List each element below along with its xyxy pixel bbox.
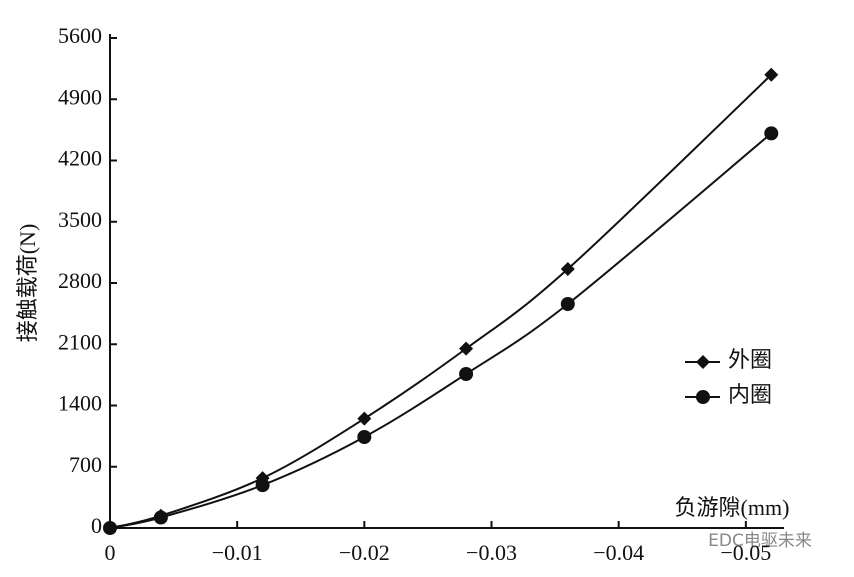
y-tick-label: 4900 (58, 84, 102, 109)
y-tick-label: 5600 (58, 23, 102, 48)
x-tick-label: −0.02 (339, 540, 390, 565)
y-tick-label: 2800 (58, 268, 102, 293)
x-tick-label: −0.05 (720, 540, 771, 565)
legend-label: 内圈 (728, 382, 772, 407)
y-tick-label: 1400 (58, 391, 102, 416)
x-axis-label: 负游隙(mm) (675, 495, 790, 520)
x-tick-label: 0 (105, 540, 116, 565)
data-point (560, 297, 575, 311)
data-point (357, 430, 372, 444)
data-point (459, 341, 474, 356)
legend-marker (696, 390, 710, 404)
y-tick-label: 2100 (58, 329, 102, 354)
y-tick-label: 4200 (58, 146, 102, 171)
data-point (255, 478, 270, 493)
data-point (764, 67, 779, 82)
x-tick-label: −0.01 (212, 540, 263, 565)
legend-marker (696, 355, 710, 369)
data-point (764, 126, 779, 141)
data-point (103, 521, 117, 535)
data-point (153, 510, 168, 525)
series-line (109, 132, 772, 529)
legend-label: 外圈 (728, 347, 772, 372)
data-point (459, 367, 474, 381)
x-tick-label: −0.03 (466, 540, 517, 565)
series-line (109, 74, 772, 529)
watermark: EDC电驱未来 (708, 531, 812, 551)
x-tick-label: −0.04 (593, 540, 644, 565)
data-point (560, 262, 575, 276)
y-tick-label: 0 (91, 513, 102, 538)
y-tick-label: 3500 (58, 207, 102, 232)
data-point (357, 411, 372, 426)
y-axis-label: 接触载荷(N) (15, 224, 40, 343)
y-tick-label: 700 (69, 452, 102, 477)
